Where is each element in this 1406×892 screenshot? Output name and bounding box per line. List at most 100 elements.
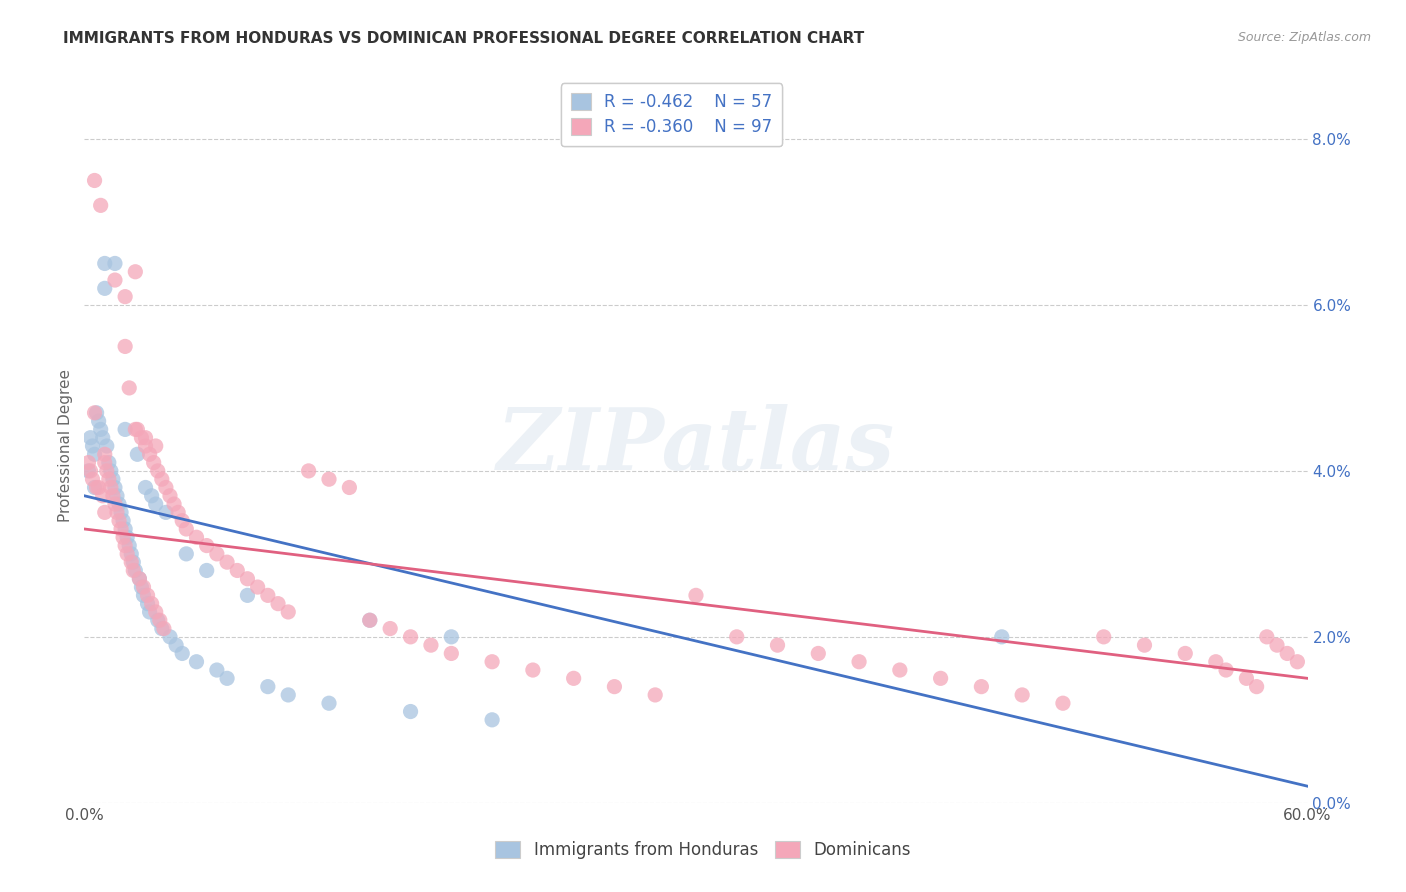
Point <box>79 464 101 478</box>
Point <box>889 663 911 677</box>
Point <box>186 655 208 669</box>
Point <box>1286 655 1309 669</box>
Point <box>100 464 122 478</box>
Point <box>141 597 163 611</box>
Point <box>91 489 114 503</box>
Point <box>128 572 150 586</box>
Point <box>217 555 239 569</box>
Point <box>226 564 249 578</box>
Point <box>114 539 136 553</box>
Point <box>174 547 197 561</box>
Point <box>1205 655 1227 669</box>
Point <box>115 547 138 561</box>
Point <box>481 713 503 727</box>
Point <box>136 597 159 611</box>
Point <box>603 680 626 694</box>
Point <box>159 630 181 644</box>
Point <box>257 680 280 694</box>
Point <box>120 547 142 561</box>
Point <box>93 505 115 519</box>
Point <box>440 647 463 661</box>
Point <box>236 588 259 602</box>
Point <box>91 431 114 445</box>
Point <box>135 431 157 445</box>
Point <box>167 505 190 519</box>
Point <box>1174 647 1197 661</box>
Point <box>83 406 105 420</box>
Point <box>135 481 157 495</box>
Point <box>159 489 181 503</box>
Point <box>1236 671 1258 685</box>
Point <box>145 439 167 453</box>
Point <box>127 447 149 461</box>
Point <box>93 281 115 295</box>
Text: ZIPatlas: ZIPatlas <box>496 404 896 488</box>
Point <box>132 580 155 594</box>
Point <box>277 605 299 619</box>
Point <box>86 481 108 495</box>
Point <box>93 447 115 461</box>
Point <box>150 622 173 636</box>
Point <box>131 580 153 594</box>
Point <box>108 514 131 528</box>
Point <box>108 497 131 511</box>
Point <box>970 680 993 694</box>
Point <box>1215 663 1237 677</box>
Point <box>122 555 145 569</box>
Point <box>145 497 167 511</box>
Point <box>277 688 299 702</box>
Point <box>1011 688 1033 702</box>
Point <box>83 447 105 461</box>
Point <box>522 663 544 677</box>
Point <box>399 630 422 644</box>
Point <box>136 588 159 602</box>
Point <box>172 514 194 528</box>
Point <box>141 489 163 503</box>
Point <box>131 431 153 445</box>
Point <box>100 481 122 495</box>
Point <box>93 256 115 270</box>
Point <box>1133 638 1156 652</box>
Point <box>991 630 1014 644</box>
Point <box>132 588 155 602</box>
Point <box>685 588 707 602</box>
Point <box>339 481 361 495</box>
Point <box>267 597 290 611</box>
Point <box>115 530 138 544</box>
Point <box>110 522 132 536</box>
Point <box>118 381 141 395</box>
Point <box>186 530 208 544</box>
Point <box>217 671 239 685</box>
Point <box>149 613 172 627</box>
Point <box>83 173 105 187</box>
Point <box>128 572 150 586</box>
Point <box>120 555 142 569</box>
Point <box>96 439 118 453</box>
Point <box>766 638 789 652</box>
Point <box>104 256 127 270</box>
Legend: R = -0.462    N = 57, R = -0.360    N = 97: R = -0.462 N = 57, R = -0.360 N = 97 <box>561 83 782 146</box>
Point <box>1277 647 1299 661</box>
Point <box>93 456 115 470</box>
Legend: Immigrants from Honduras, Dominicans: Immigrants from Honduras, Dominicans <box>489 834 917 866</box>
Point <box>87 481 110 495</box>
Point <box>298 464 321 478</box>
Point <box>257 588 280 602</box>
Point <box>562 671 585 685</box>
Point <box>725 630 748 644</box>
Point <box>105 505 128 519</box>
Point <box>1052 696 1074 710</box>
Point <box>172 647 194 661</box>
Point <box>124 265 146 279</box>
Point <box>150 472 173 486</box>
Point <box>359 613 381 627</box>
Y-axis label: Professional Degree: Professional Degree <box>58 369 73 523</box>
Point <box>124 564 146 578</box>
Point <box>145 605 167 619</box>
Point <box>138 447 160 461</box>
Point <box>105 489 128 503</box>
Point <box>155 481 177 495</box>
Point <box>83 481 105 495</box>
Point <box>135 439 157 453</box>
Point <box>481 655 503 669</box>
